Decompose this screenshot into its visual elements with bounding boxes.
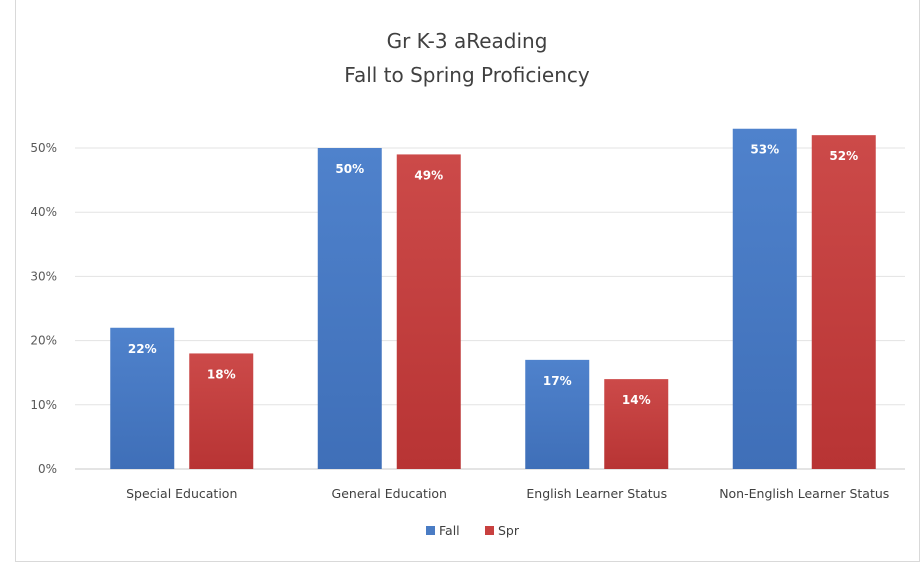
bar-fall-1 [317,148,382,469]
legend-swatch-fall [426,526,435,535]
y-tick-label: 40% [30,205,57,219]
data-labels: 22% 18% 50% 49% 17% 14% 53% 52% [128,143,858,407]
data-label: 53% [750,143,779,157]
bar-spr-1 [396,154,461,470]
bar-spr-0 [189,353,254,469]
category-label: Special Education [126,486,237,501]
bar-fall-0 [110,327,175,469]
legend: Fall Spr [426,523,520,538]
data-label: 18% [207,367,236,381]
bars [110,128,876,470]
y-tick-label: 50% [30,141,57,155]
y-tick-label: 30% [30,269,57,283]
bar-spr-3 [811,135,876,469]
bar-fall-2 [525,359,590,469]
data-label: 52% [829,149,858,163]
x-axis-categories: Special Education General Education Englis… [126,486,889,501]
y-tick-label: 0% [38,462,57,476]
legend-label-spr: Spr [498,523,520,538]
legend-label-fall: Fall [439,523,460,538]
bar-spr-2 [604,379,669,469]
legend-swatch-spr [485,526,494,535]
chart-title: Gr K-3 aReading [387,29,548,53]
data-label: 14% [622,393,651,407]
y-tick-label: 10% [30,398,57,412]
data-label: 17% [543,374,572,388]
category-label: Non-English Learner Status [719,486,889,501]
bar-fall-3 [732,128,797,470]
data-label: 50% [335,162,364,176]
y-tick-label: 20% [30,334,57,348]
data-label: 22% [128,342,157,356]
category-label: General Education [332,486,447,501]
y-axis-ticks: 0% 10% 20% 30% 40% 50% [30,141,57,476]
data-label: 49% [414,168,443,182]
category-label: English Learner Status [526,486,667,501]
chart-subtitle: Fall to Spring Proficiency [344,63,590,87]
